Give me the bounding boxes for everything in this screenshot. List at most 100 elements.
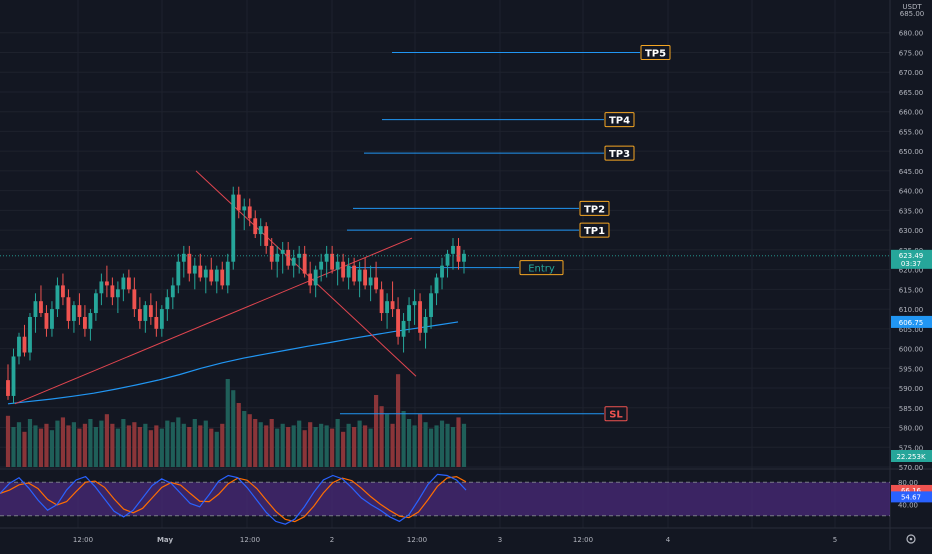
price-tick-label: 630.00 xyxy=(899,227,924,235)
price-tick-label: 605.00 xyxy=(899,326,924,334)
volume-bar xyxy=(165,420,170,467)
candle xyxy=(319,253,324,282)
time-tick-label: 4 xyxy=(666,536,671,544)
candle-body xyxy=(198,265,203,278)
candle xyxy=(275,245,280,278)
candle-body xyxy=(154,316,159,329)
candle xyxy=(236,186,241,219)
volume-bar xyxy=(286,427,291,467)
volume-bar xyxy=(187,427,192,467)
candle-countdown: 03:37 xyxy=(901,260,921,268)
tp2-label: TP2 xyxy=(584,204,605,215)
gear-icon-ring xyxy=(906,534,916,544)
candle xyxy=(242,198,247,231)
volume-bar xyxy=(16,422,22,467)
volume-bar xyxy=(126,425,131,467)
candle-body xyxy=(22,336,27,353)
sl-label: SL xyxy=(609,410,623,421)
candle xyxy=(6,364,10,400)
candle-body xyxy=(137,309,142,321)
volume-bar xyxy=(313,427,318,467)
volume-bar xyxy=(247,414,252,467)
candle xyxy=(379,281,384,321)
candle-body xyxy=(418,301,422,333)
stoch-d-tag xyxy=(891,491,932,503)
candle-body xyxy=(352,265,357,282)
candle xyxy=(115,281,120,314)
price-tick-label: 610.00 xyxy=(899,306,924,314)
candle-body xyxy=(396,309,400,337)
candle xyxy=(434,273,439,306)
volume-bar xyxy=(297,420,302,467)
ma-value: 606.75 xyxy=(899,319,924,327)
candle xyxy=(28,313,32,361)
candle xyxy=(17,332,21,365)
volume-bar xyxy=(181,423,186,467)
candle-body xyxy=(165,297,170,310)
candle xyxy=(214,265,219,294)
candle xyxy=(313,265,318,298)
candle-body xyxy=(407,305,411,321)
entry-level: Entry xyxy=(347,260,564,276)
tp5-label: TP5 xyxy=(645,48,666,59)
volume-bar xyxy=(60,417,66,467)
volume-bar xyxy=(302,430,307,467)
candle xyxy=(456,238,461,270)
time-axis[interactable]: 12:00 May 12:00 2 12:00 3 12:00 4 5 xyxy=(73,534,916,544)
candle-body xyxy=(341,261,346,278)
candle xyxy=(209,257,214,286)
tp3-label: TP3 xyxy=(609,149,630,160)
candle xyxy=(77,293,82,325)
volume-bar xyxy=(280,423,285,467)
candle-body xyxy=(187,253,192,274)
candle-body xyxy=(39,301,43,314)
price-tick-label: 650.00 xyxy=(899,148,924,156)
candle-body xyxy=(214,269,219,282)
candle xyxy=(412,289,417,325)
candle-body xyxy=(456,245,461,262)
candle xyxy=(110,277,115,306)
price-tick-label: 670.00 xyxy=(899,69,924,77)
tp4-label: TP4 xyxy=(609,116,630,127)
currency-label: USDT xyxy=(902,3,922,11)
volume-bar xyxy=(49,430,55,467)
candle xyxy=(308,261,313,294)
candle xyxy=(44,305,49,337)
candle xyxy=(165,289,170,321)
candle-body xyxy=(385,301,390,314)
tp4-level: TP4 xyxy=(382,112,635,128)
candle-body xyxy=(275,253,280,262)
trendlines[interactable] xyxy=(14,170,417,405)
candles[interactable] xyxy=(6,186,466,404)
candle xyxy=(418,293,422,341)
candle xyxy=(82,305,87,337)
candle xyxy=(170,277,175,310)
volume-bar xyxy=(55,420,60,467)
price-tick-label: 570.00 xyxy=(899,464,924,472)
volume-value: 22.253K xyxy=(896,453,925,461)
stoch-tick-label: 80.00 xyxy=(898,479,918,487)
candle-body xyxy=(104,281,109,286)
candle-body xyxy=(258,226,263,235)
gear-icon[interactable] xyxy=(906,534,916,544)
ma-value-tag xyxy=(891,315,932,328)
volume-bar xyxy=(412,425,417,467)
time-tick-label: 2 xyxy=(330,536,334,544)
volume-bar xyxy=(390,423,395,467)
candle-body xyxy=(401,320,406,337)
volume-bar xyxy=(308,422,313,467)
volume-bar xyxy=(423,422,428,467)
candle-body xyxy=(220,269,225,286)
volume-bar xyxy=(456,417,461,467)
candle-body xyxy=(247,206,252,219)
volume-bar xyxy=(44,423,49,467)
candle xyxy=(401,313,406,353)
candle-body xyxy=(170,285,175,298)
volume-bar xyxy=(379,406,384,467)
candle xyxy=(11,348,16,404)
volume-bar xyxy=(401,411,406,467)
candle-body xyxy=(242,206,247,211)
